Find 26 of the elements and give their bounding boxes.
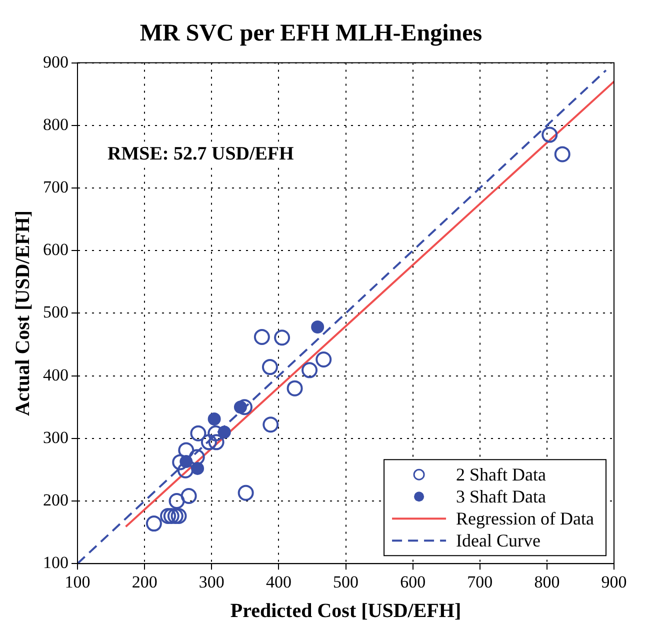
legend-label: Ideal Curve — [456, 530, 541, 550]
y-tick-label: 200 — [43, 490, 68, 510]
y-tick-label: 900 — [43, 52, 68, 72]
y-tick-label: 300 — [43, 428, 68, 447]
x-axis-title: Predicted Cost [USD/EFH] — [230, 600, 462, 622]
y-tick-label: 800 — [43, 114, 68, 134]
x-tick-label: 600 — [400, 572, 426, 592]
legend-label: 2 Shaft Data — [456, 464, 546, 484]
x-tick-label: 100 — [64, 572, 90, 592]
x-tick-label: 400 — [266, 572, 292, 592]
legend-label: Regression of Data — [456, 508, 594, 528]
annotation: RMSE: 52.7 USD/EFH — [108, 144, 294, 165]
y-tick-label: 500 — [43, 302, 68, 322]
y-tick-label: 400 — [43, 365, 68, 384]
x-tick-label: 300 — [198, 572, 224, 592]
x-tick-label: 500 — [333, 572, 358, 592]
chart-title: MR SVC per EFH MLH-Engines — [140, 20, 482, 47]
y-tick-label: 700 — [43, 177, 68, 196]
y-tick-label: 100 — [43, 553, 68, 572]
x-tick-label: 200 — [132, 572, 158, 592]
x-tick-label: 700 — [467, 572, 493, 592]
x-tick-label: 800 — [534, 572, 560, 592]
y-axis-title: Actual Cost [USD/EFH] — [12, 210, 34, 416]
legend-label: 3 Shaft Data — [456, 486, 546, 506]
x-tick-label: 900 — [601, 572, 627, 592]
y-tick-label: 600 — [43, 240, 68, 260]
